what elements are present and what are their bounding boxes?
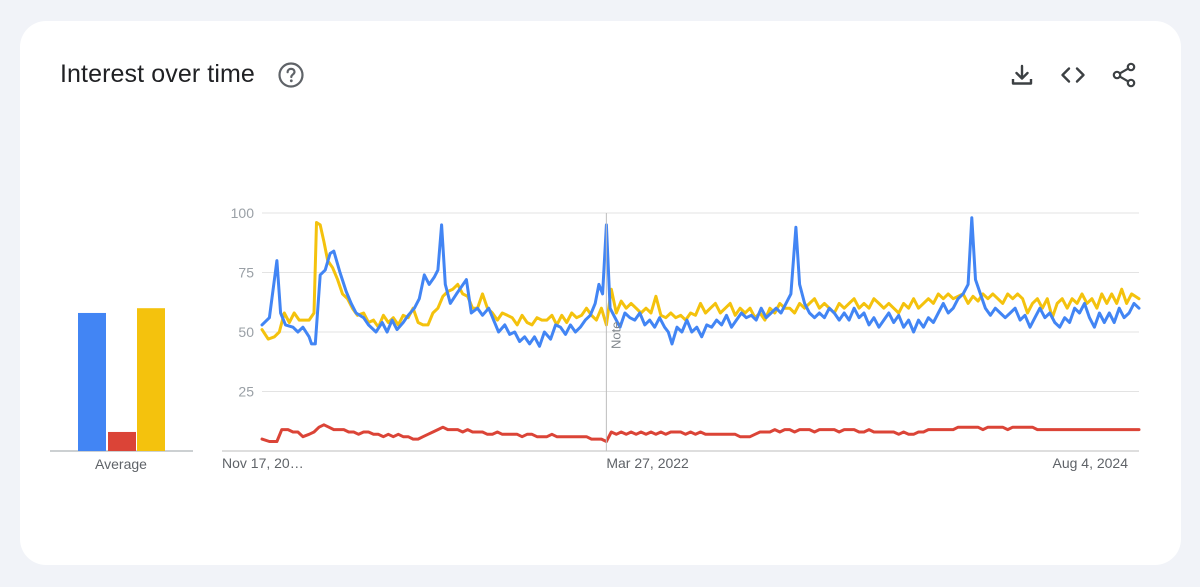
series-line — [260, 423, 1141, 443]
average-bar — [78, 312, 106, 451]
average-bar — [108, 431, 136, 451]
chart-title: Interest over time — [60, 60, 255, 88]
y-tick-label: 100 — [231, 205, 255, 221]
grid-lines — [222, 212, 1139, 452]
y-tick-label: 75 — [238, 265, 254, 281]
x-tick-label: Mar 27, 2022 — [606, 455, 689, 471]
help-circle-icon[interactable] — [278, 62, 304, 88]
x-axis-ticks: Nov 17, 20… Mar 27, 2022 Aug 4, 2024 — [222, 455, 1128, 471]
download-icon[interactable] — [1009, 62, 1035, 88]
x-tick-label: Nov 17, 20… — [222, 455, 304, 471]
code-icon[interactable] — [1060, 62, 1086, 88]
y-tick-label: 25 — [238, 384, 254, 400]
average-bars: Average — [50, 308, 193, 472]
series-lines — [260, 216, 1141, 443]
series-line — [260, 216, 1141, 348]
interest-over-time-card — [20, 21, 1181, 565]
average-label: Average — [95, 456, 147, 472]
x-tick-label: Aug 4, 2024 — [1052, 455, 1128, 471]
y-tick-label: 50 — [238, 324, 254, 340]
share-icon[interactable] — [1111, 62, 1137, 88]
y-axis-ticks: 25 50 75 100 — [231, 205, 255, 400]
average-bar — [137, 308, 165, 451]
note-marker-label[interactable]: Note — [608, 322, 623, 349]
